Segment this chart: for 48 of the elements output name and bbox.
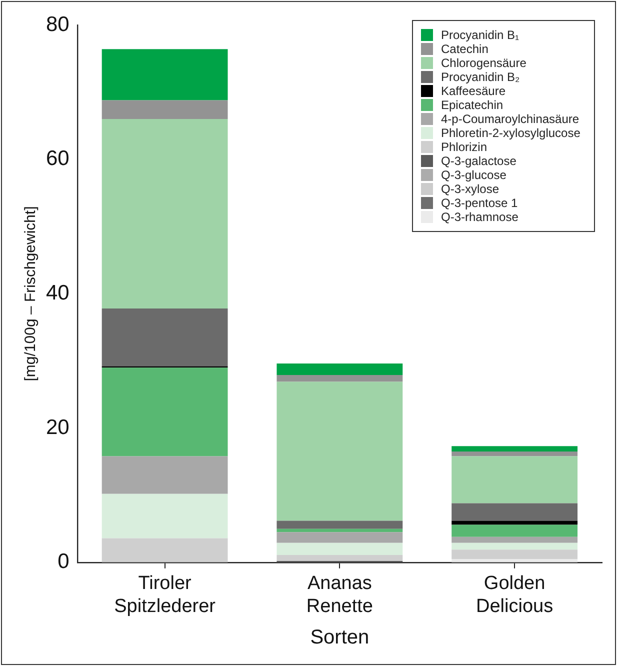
legend-label: 4-p-Coumaroylchinasäure: [441, 112, 580, 126]
bar: [102, 119, 228, 308]
y-tick-label: 20: [46, 416, 70, 439]
legend-label: Q-3-galactose: [441, 154, 516, 168]
bar: [452, 524, 578, 537]
bar: [102, 494, 228, 538]
bar: [102, 308, 228, 366]
legend-label: Q-3-xylose: [441, 182, 500, 196]
bar: [276, 364, 403, 375]
bar: [102, 456, 228, 494]
y-tick-label: 80: [46, 12, 70, 36]
legend-label: Procyanidin B₂: [441, 70, 520, 84]
bar: [452, 550, 578, 560]
y-axis-title: [mg/100g – Frischgewicht]: [22, 206, 40, 382]
y-tick-label: 0: [58, 550, 70, 574]
bar: [102, 100, 228, 120]
x-tick-label: Ananas Renette: [306, 573, 373, 617]
bar: [102, 49, 228, 100]
legend-label: Chlorogensäure: [441, 56, 526, 70]
y-tick-label: 40: [46, 281, 70, 304]
bar: [276, 520, 403, 529]
legend-label: Phloretin-2-xylosylglucose: [441, 126, 580, 140]
bar: [102, 368, 228, 456]
bar: [276, 542, 403, 556]
bar: [452, 542, 578, 550]
bar: [276, 532, 403, 543]
bar: [276, 382, 403, 521]
legend-label: Q-3-pentose 1: [441, 196, 518, 210]
legend-label: Catechin: [441, 42, 488, 56]
legend-label: Phlorizin: [441, 140, 488, 154]
bar: [452, 536, 578, 543]
x-tick-label: Golden Delicious: [476, 573, 554, 617]
bar: [276, 374, 403, 382]
legend-label: Epicatechin: [441, 98, 504, 112]
bar: [452, 520, 578, 525]
bar: [276, 555, 403, 562]
bar: [452, 452, 578, 456]
bar: [102, 538, 228, 562]
legend-label: Q-3-glucose: [441, 168, 506, 182]
y-tick-label: 60: [46, 147, 70, 170]
legend-label: Procyanidin B₁: [441, 28, 520, 42]
x-tick-label: Tiroler Spitzlederer: [114, 573, 216, 617]
x-axis-title: Sorten: [310, 626, 370, 649]
legend-label: Kaffeesäure: [441, 84, 506, 98]
legend-label: Q-3-rhamnose: [441, 210, 518, 224]
bar: [452, 456, 578, 504]
bar: [452, 503, 578, 521]
bar: [452, 446, 578, 452]
